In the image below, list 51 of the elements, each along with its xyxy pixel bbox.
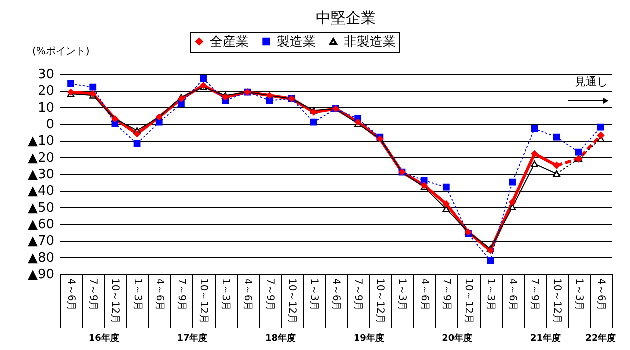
x-tick-label: 10～12月 (286, 278, 298, 324)
x-tick-label: 7～9月 (529, 278, 540, 312)
y-tick-label: ▲20 (28, 150, 54, 166)
x-tick-label: 4～6月 (418, 278, 430, 312)
legend-label: 製造業 (277, 34, 316, 50)
annotation: 見通し (575, 76, 608, 88)
x-tick-label: 10～12月 (374, 278, 386, 324)
x-tick-label: 10～12月 (110, 278, 121, 324)
y-tick-label: ▲10 (28, 134, 54, 150)
text: 19年度 (354, 333, 384, 344)
legend-label: 非製造業 (344, 34, 396, 50)
x-tick-label: 7～9月 (352, 278, 364, 312)
x-tick-label: 1～3月 (573, 278, 584, 312)
x-tick-label: 1～3月 (485, 278, 496, 312)
text: 20年度 (442, 333, 473, 344)
x-tick-label: 7～9月 (264, 278, 276, 312)
x-tick-label: 1～3月 (308, 278, 320, 312)
y-tick-label: ▲80 (28, 250, 54, 266)
text: 18年度 (266, 333, 296, 344)
x-tick-label: 1～3月 (396, 278, 408, 312)
y-tick-label: ▲90 (28, 268, 54, 282)
x-tick-label: 1～3月 (132, 278, 143, 312)
y-tick-label: 20 (38, 84, 54, 100)
chart-title: 中堅企業 (316, 9, 376, 27)
x-tick-label: 4～6月 (242, 278, 254, 312)
x-tick-label: 10～12月 (198, 278, 210, 324)
x-tick-label: 4～6月 (507, 278, 518, 312)
y-tick-label: ▲30 (28, 168, 54, 182)
text: 21年度 (530, 333, 562, 344)
text: 17年度 (177, 333, 208, 344)
x-tick-label: 7～9月 (176, 278, 187, 312)
text: 16年度 (88, 333, 120, 344)
y-tick-label: ▲50 (28, 200, 54, 216)
x-tick-label: 7～9月 (88, 278, 99, 312)
y-tick-label: 30 (38, 68, 54, 82)
text: 22年度 (586, 333, 616, 344)
x-tick-label: 4～6月 (330, 278, 342, 312)
x-tick-label: 7～9月 (440, 278, 452, 312)
x-tick-label: 4～6月 (66, 278, 77, 312)
y-tick-label: 10 (38, 100, 54, 116)
y-tick-label: ▲40 (28, 184, 54, 200)
y-tick-label: 0 (46, 118, 54, 132)
x-tick-label: 4～6月 (595, 278, 606, 312)
x-tick-label: 4～6月 (154, 278, 165, 312)
y-axis-title: (%ポイント) (32, 46, 90, 58)
x-tick-label: 10～12月 (462, 278, 474, 324)
x-tick-label: 1～3月 (220, 278, 232, 312)
y-tick-label: ▲60 (28, 218, 54, 232)
y-tick-label: ▲70 (28, 234, 54, 250)
legend-label: 全産業 (210, 34, 249, 50)
x-tick-label: 10～12月 (551, 278, 562, 324)
